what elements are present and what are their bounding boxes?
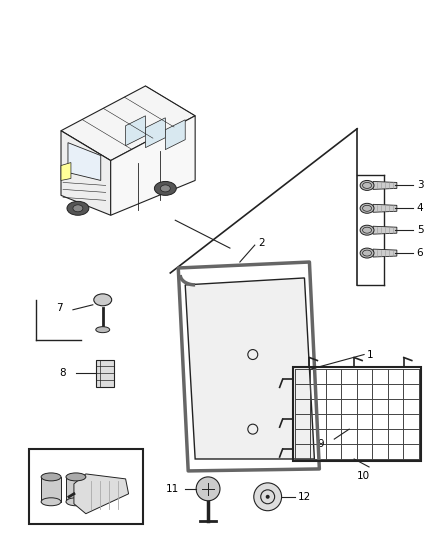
Ellipse shape	[155, 181, 176, 196]
Text: 4: 4	[417, 203, 424, 213]
Polygon shape	[373, 204, 397, 212]
Ellipse shape	[360, 203, 374, 213]
Text: 11: 11	[165, 484, 179, 494]
Ellipse shape	[67, 201, 89, 215]
Polygon shape	[68, 143, 101, 181]
Circle shape	[254, 483, 282, 511]
Polygon shape	[41, 477, 61, 502]
Polygon shape	[165, 120, 185, 150]
Polygon shape	[111, 116, 195, 215]
Ellipse shape	[73, 205, 83, 212]
Ellipse shape	[96, 327, 110, 333]
Text: 3: 3	[417, 181, 424, 190]
Polygon shape	[61, 163, 71, 181]
Polygon shape	[61, 131, 111, 215]
Text: 1: 1	[367, 350, 374, 360]
Ellipse shape	[94, 294, 112, 306]
Text: 6: 6	[417, 248, 424, 258]
Polygon shape	[74, 474, 129, 514]
Text: 2: 2	[258, 238, 265, 248]
Text: 12: 12	[297, 492, 311, 502]
Polygon shape	[66, 477, 86, 502]
Ellipse shape	[66, 473, 86, 481]
Circle shape	[266, 495, 270, 499]
Ellipse shape	[160, 185, 170, 192]
Text: 9: 9	[318, 439, 324, 449]
Ellipse shape	[41, 498, 61, 506]
Ellipse shape	[41, 473, 61, 481]
Circle shape	[196, 477, 220, 501]
Polygon shape	[373, 249, 397, 257]
Polygon shape	[126, 116, 145, 146]
Polygon shape	[185, 278, 314, 459]
Text: 5: 5	[417, 225, 424, 235]
Text: 10: 10	[357, 471, 370, 481]
Polygon shape	[96, 360, 114, 387]
Polygon shape	[373, 226, 397, 234]
Polygon shape	[373, 181, 397, 189]
Ellipse shape	[360, 181, 374, 190]
Text: 7: 7	[56, 303, 63, 313]
Ellipse shape	[66, 498, 86, 506]
Polygon shape	[145, 118, 165, 148]
Text: 8: 8	[59, 368, 66, 378]
Ellipse shape	[360, 225, 374, 235]
Ellipse shape	[360, 248, 374, 258]
Polygon shape	[61, 86, 195, 160]
